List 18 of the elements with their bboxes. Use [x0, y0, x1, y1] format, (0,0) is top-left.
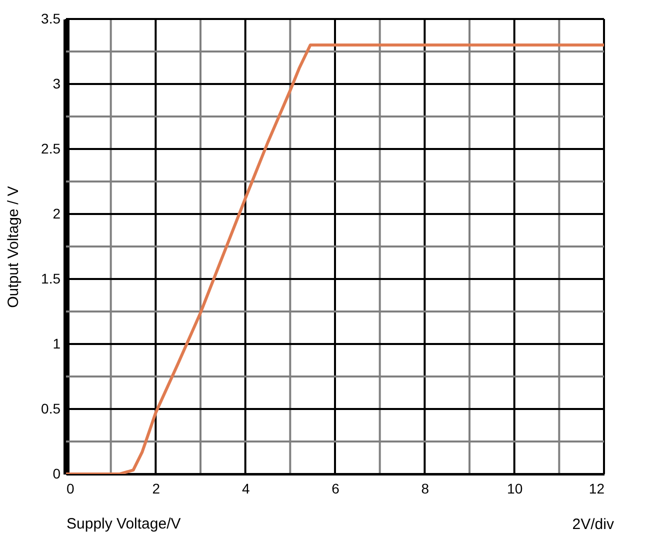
text: 2V/div	[572, 516, 614, 533]
x-tick-label: 0	[66, 480, 74, 496]
y-tick-label: 1.5	[41, 270, 61, 286]
x-tick-label: 2	[152, 480, 160, 496]
x-tick-label: 10	[507, 480, 523, 496]
x-tick-label: 12	[588, 480, 605, 496]
y-tick-label: 2	[52, 206, 61, 222]
y-tick-label: 0	[52, 466, 61, 482]
x-tick-label: 6	[332, 480, 340, 496]
y-tick-label: 1	[52, 336, 61, 352]
x-axis-title: Supply Voltage/V	[66, 516, 181, 532]
y-tick-label: 3.5	[41, 10, 61, 26]
y-tick-label: 0.5	[41, 400, 61, 416]
x-tick-label: 8	[421, 480, 430, 496]
y-axis-title: Output Voltage / V	[5, 186, 22, 308]
y-tick-label: 3	[52, 76, 61, 92]
x-tick-label: 4	[242, 480, 250, 496]
y-tick-label: 2.5	[41, 140, 61, 156]
